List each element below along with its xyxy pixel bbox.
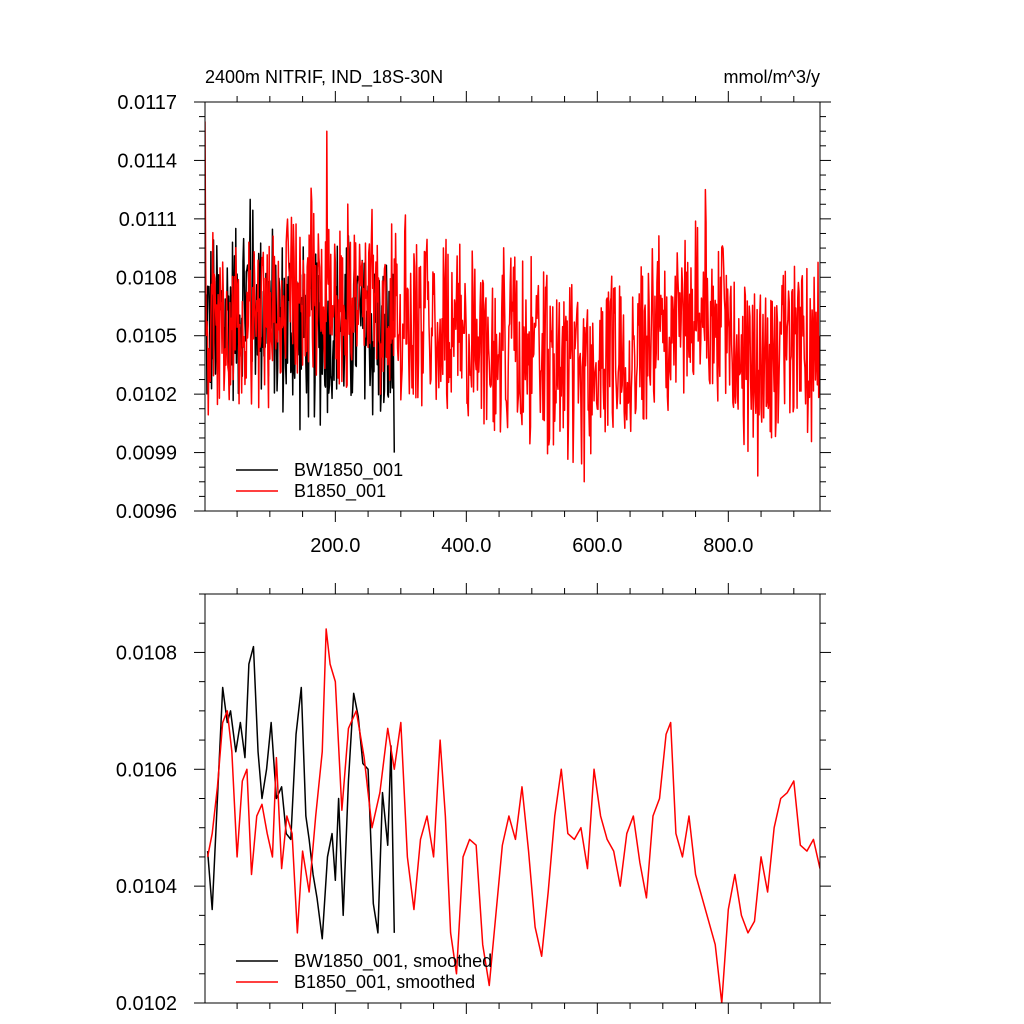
y-tick-label: 0.0099 bbox=[116, 443, 177, 465]
series-line-b1850-001 bbox=[205, 121, 820, 483]
y-tick-label: 0.0096 bbox=[116, 501, 177, 523]
legend-label-b1850-smoothed: B1850_001, smoothed bbox=[294, 972, 475, 993]
y-tick-label: 0.0108 bbox=[116, 267, 177, 289]
bottom-panel-frame bbox=[204, 593, 821, 1004]
y-tick-label: 0.0102 bbox=[116, 384, 177, 406]
y-tick-label: 0.0108 bbox=[116, 642, 177, 664]
top-panel-x-tick-labels: 200.0 400.0 600.0 800.0 bbox=[310, 535, 753, 557]
legend-label-bw1850: BW1850_001 bbox=[294, 460, 403, 481]
legend-label-bw1850-smoothed: BW1850_001, smoothed bbox=[294, 951, 492, 972]
x-tick-label: 400.0 bbox=[441, 535, 491, 557]
y-tick-label: 0.0105 bbox=[116, 326, 177, 348]
y-tick-label: 0.0104 bbox=[116, 876, 177, 898]
bottom-panel-ticks bbox=[194, 583, 831, 1014]
x-tick-label: 800.0 bbox=[703, 535, 753, 557]
x-tick-label: 200.0 bbox=[310, 535, 360, 557]
top-panel-units: mmol/m^3/y bbox=[724, 67, 820, 87]
x-tick-label: 600.0 bbox=[572, 535, 622, 557]
series-line-b1850-001-smoothed bbox=[206, 628, 820, 1003]
bottom-panel-series bbox=[206, 628, 820, 1003]
bottom-panel-y-tick-labels: 0.0102 0.0104 0.0106 0.0108 bbox=[116, 642, 177, 1015]
top-panel-series bbox=[205, 121, 820, 483]
top-panel: 0.0096 0.0099 0.0102 0.0105 0.0108 0.0111 0.01… bbox=[116, 67, 831, 557]
series-line-bw1850-001-smoothed bbox=[206, 645, 396, 940]
legend-label-b1850: B1850_001 bbox=[294, 481, 386, 502]
top-panel-title: 2400m NITRIF, IND_18S-30N bbox=[205, 67, 443, 88]
y-tick-label: 0.0114 bbox=[117, 150, 177, 172]
bottom-panel: 0.0102 0.0104 0.0106 0.0108 BW1850_001, smo… bbox=[116, 583, 831, 1015]
top-panel-legend: BW1850_001 B1850_001 bbox=[236, 460, 403, 502]
y-tick-label: 0.0111 bbox=[119, 209, 177, 231]
y-tick-label: 0.0117 bbox=[117, 92, 177, 114]
top-panel-ticks bbox=[194, 91, 831, 522]
top-panel-y-tick-labels: 0.0096 0.0099 0.0102 0.0105 0.0108 0.0111 0.01… bbox=[116, 92, 177, 523]
bottom-panel-legend: BW1850_001, smoothed B1850_001, smoothed bbox=[236, 951, 492, 993]
top-panel-frame bbox=[204, 101, 821, 512]
y-tick-label: 0.0106 bbox=[116, 759, 177, 781]
y-tick-label: 0.0102 bbox=[116, 993, 177, 1015]
